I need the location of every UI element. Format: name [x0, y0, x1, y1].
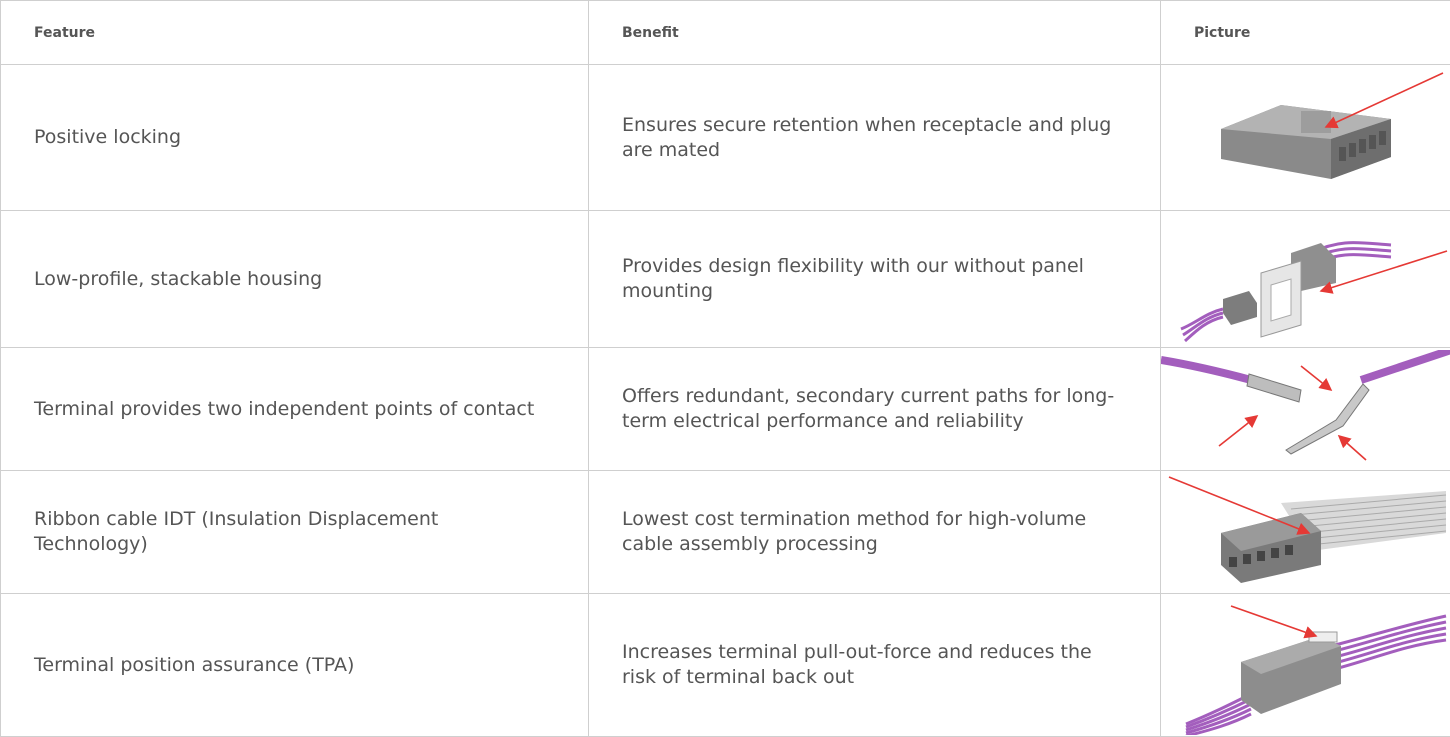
header-cell: Benefit [589, 1, 1161, 65]
feature-cell: Terminal provides two independent points… [1, 348, 589, 471]
header-row: Feature Benefit Picture [1, 1, 1450, 65]
product-image [1161, 67, 1450, 209]
benefit-cell: Provides design flexibility with our wit… [589, 211, 1161, 348]
product-image [1161, 596, 1450, 735]
picture-cell [1161, 471, 1450, 594]
table-row: Terminal position assurance (TPA)Increas… [1, 594, 1450, 737]
product-image [1161, 213, 1450, 346]
feature-cell: Ribbon cable IDT (Insulation Displacemen… [1, 471, 589, 594]
header-cell: Feature [1, 1, 589, 65]
product-image [1161, 350, 1450, 469]
picture-cell [1161, 211, 1450, 348]
feature-cell: Positive locking [1, 65, 589, 211]
table-row: Terminal provides two independent points… [1, 348, 1450, 471]
header-cell: Picture [1161, 1, 1450, 65]
product-image [1161, 473, 1450, 592]
picture-cell [1161, 594, 1450, 737]
picture-cell [1161, 348, 1450, 471]
benefit-cell: Offers redundant, secondary current path… [589, 348, 1161, 471]
feature-cell: Low-profile, stackable housing [1, 211, 589, 348]
table-row: Ribbon cable IDT (Insulation Displacemen… [1, 471, 1450, 594]
benefit-cell: Ensures secure retention when receptacle… [589, 65, 1161, 211]
picture-cell [1161, 65, 1450, 211]
benefit-cell: Increases terminal pull-out-force and re… [589, 594, 1161, 737]
benefit-cell: Lowest cost termination method for high-… [589, 471, 1161, 594]
feature-cell: Terminal position assurance (TPA) [1, 594, 589, 737]
